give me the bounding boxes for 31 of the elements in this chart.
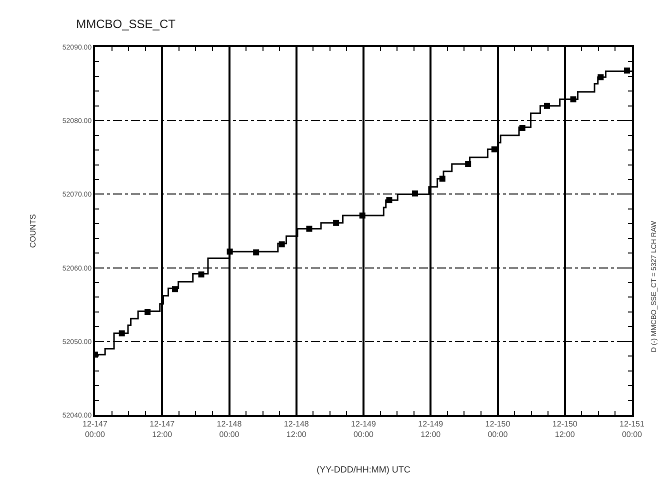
point <box>172 286 178 292</box>
x-tick-label: 12-149 00:00 <box>351 420 376 439</box>
point <box>359 212 366 219</box>
x-tick-label: 12-150 00:00 <box>485 420 511 439</box>
x-tick-label: 12-150 12:00 <box>552 420 578 439</box>
point <box>519 124 526 131</box>
x-tick-label: 12-148 12:00 <box>284 420 310 439</box>
x-tick-label: 12-147 12:00 <box>150 420 176 439</box>
point <box>465 161 472 168</box>
point <box>226 248 233 255</box>
point <box>306 226 312 232</box>
point <box>624 68 630 74</box>
point <box>439 176 446 182</box>
x-tick-label: 12-151 00:00 <box>620 420 645 439</box>
x-tick-label: 12-147 00:00 <box>82 420 108 439</box>
point <box>570 96 576 102</box>
point <box>198 271 204 278</box>
point <box>598 74 604 80</box>
point <box>386 197 392 204</box>
x-tick-label: 12-149 12:00 <box>418 420 444 439</box>
point <box>544 102 550 109</box>
y-axis-title: COUNTS <box>28 214 38 248</box>
point <box>491 146 498 152</box>
point <box>278 241 285 248</box>
x-axis-title: (YY-DDD/HH:MM) UTC <box>316 464 411 474</box>
point <box>253 249 260 256</box>
x-tick-label: 12-148 00:00 <box>216 420 242 439</box>
chart-title: MMCBO_SSE_CT <box>76 16 176 31</box>
point <box>412 190 418 196</box>
point <box>333 220 340 226</box>
point <box>118 330 125 336</box>
